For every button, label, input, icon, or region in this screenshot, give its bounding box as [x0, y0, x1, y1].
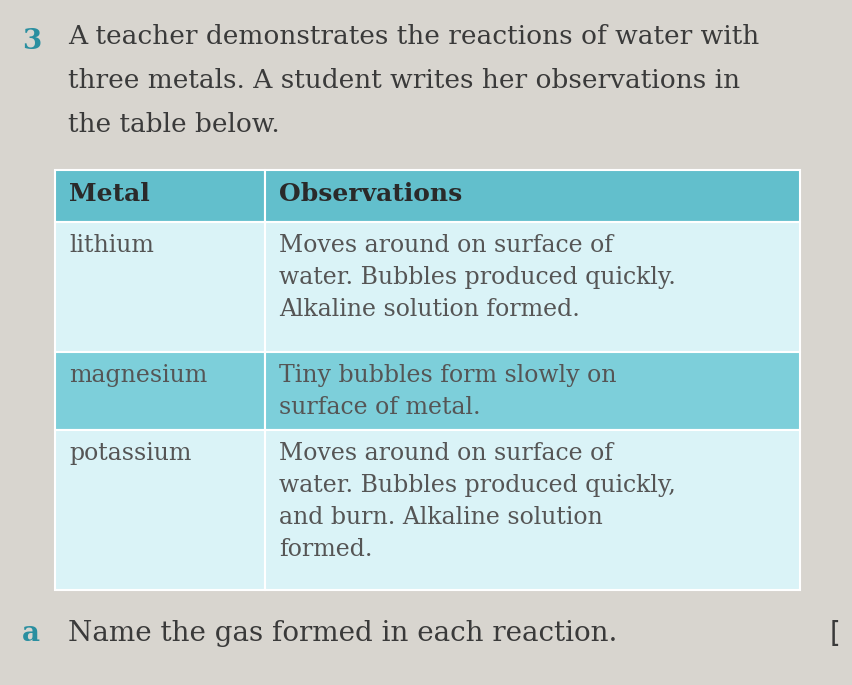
Bar [265, 170, 799, 222]
Text: three metals. A student writes her observations in: three metals. A student writes her obser… [68, 68, 740, 93]
Text: A teacher demonstrates the reactions of water with: A teacher demonstrates the reactions of … [68, 24, 758, 49]
Bar [265, 430, 799, 590]
Bar [55, 352, 265, 430]
Text: Observations: Observations [279, 182, 462, 206]
Text: potassium: potassium [69, 442, 191, 465]
Text: Metal: Metal [69, 182, 150, 206]
Text: Name the gas formed in each reaction.: Name the gas formed in each reaction. [68, 620, 617, 647]
Bar [265, 222, 799, 352]
Text: magnesium: magnesium [69, 364, 207, 387]
Text: a: a [22, 620, 40, 647]
Text: [: [ [829, 620, 840, 648]
Text: 3: 3 [22, 28, 41, 55]
Bar [265, 352, 799, 430]
Bar [55, 222, 265, 352]
Text: Tiny bubbles form slowly on
surface of metal.: Tiny bubbles form slowly on surface of m… [279, 364, 616, 419]
Text: the table below.: the table below. [68, 112, 279, 137]
Text: lithium: lithium [69, 234, 153, 257]
Text: Moves around on surface of
water. Bubbles produced quickly,
and burn. Alkaline s: Moves around on surface of water. Bubble… [279, 442, 675, 561]
Bar [55, 170, 265, 222]
Bar [55, 430, 265, 590]
Text: Moves around on surface of
water. Bubbles produced quickly.
Alkaline solution fo: Moves around on surface of water. Bubble… [279, 234, 675, 321]
